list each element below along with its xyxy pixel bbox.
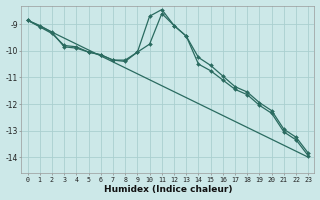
X-axis label: Humidex (Indice chaleur): Humidex (Indice chaleur) (104, 185, 232, 194)
